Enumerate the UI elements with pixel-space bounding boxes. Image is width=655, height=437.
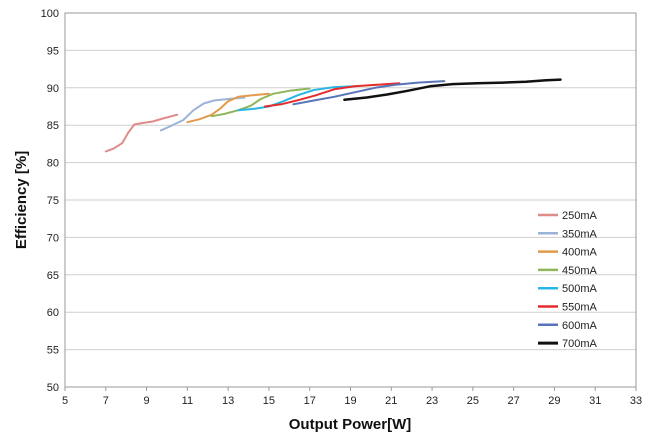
legend-label-450mA: 450mA [562, 265, 598, 277]
x-tick-label: 29 [548, 395, 560, 407]
x-tick-label: 27 [508, 395, 520, 407]
series-line-600mA [292, 80, 446, 106]
x-tick-label: 21 [385, 395, 397, 407]
series-line-350mA [159, 96, 246, 132]
y-tick-label: 55 [47, 345, 59, 357]
axis-layer: 50 55 60 65 70 75 80 85 90 95 100 5 7 9 11 13 15 17 19 21 23… [41, 8, 642, 407]
series-line-500mA [237, 85, 356, 112]
series-line-700mA [343, 78, 562, 102]
y-tick-label: 95 [47, 45, 59, 57]
y-tick-label: 100 [41, 8, 59, 20]
legend-label-600mA: 600mA [562, 320, 598, 332]
x-tick-label: 25 [467, 395, 479, 407]
y-tick-label: 75 [47, 195, 59, 207]
y-tick-label: 65 [47, 270, 59, 282]
x-tick-label: 17 [304, 395, 316, 407]
x-tick-label: 9 [144, 395, 150, 407]
y-tick-label: 70 [47, 232, 59, 244]
x-tick-label: 7 [103, 395, 109, 407]
series-line-250mA [104, 113, 179, 153]
legend-label-250mA: 250mA [562, 210, 598, 222]
y-tick-label: 90 [47, 83, 59, 95]
x-tick-label: 13 [222, 395, 234, 407]
x-tick-label: 23 [426, 395, 438, 407]
y-tick-label: 60 [47, 307, 59, 319]
legend-label-700mA: 700mA [562, 338, 598, 350]
series-line-400mA [186, 92, 270, 124]
legend-label-400mA: 400mA [562, 247, 598, 259]
x-tick-label: 15 [263, 395, 275, 407]
y-axis-title: Efficiency [%] [13, 151, 30, 249]
y-tick-label: 85 [47, 120, 59, 132]
y-tick-label: 50 [47, 382, 59, 394]
x-tick-label: 5 [62, 395, 68, 407]
x-tick-label: 31 [589, 395, 601, 407]
legend-label-500mA: 500mA [562, 283, 598, 295]
legend: 250mA 350mA 400mA 450mA 500mA 550mA 600mA 700mA [538, 210, 598, 350]
series-layer [104, 78, 562, 153]
legend-label-550mA: 550mA [562, 302, 598, 314]
x-axis-title: Output Power[W] [289, 416, 411, 433]
x-tick-label: 11 [182, 395, 193, 407]
grid-layer [65, 12, 636, 388]
legend-label-350mA: 350mA [562, 228, 598, 240]
x-tick-label: 33 [630, 395, 642, 407]
x-tick-label: 19 [344, 395, 356, 407]
series-line-550mA [263, 82, 401, 108]
y-tick-label: 80 [47, 158, 59, 170]
series-line-450mA [210, 87, 311, 118]
